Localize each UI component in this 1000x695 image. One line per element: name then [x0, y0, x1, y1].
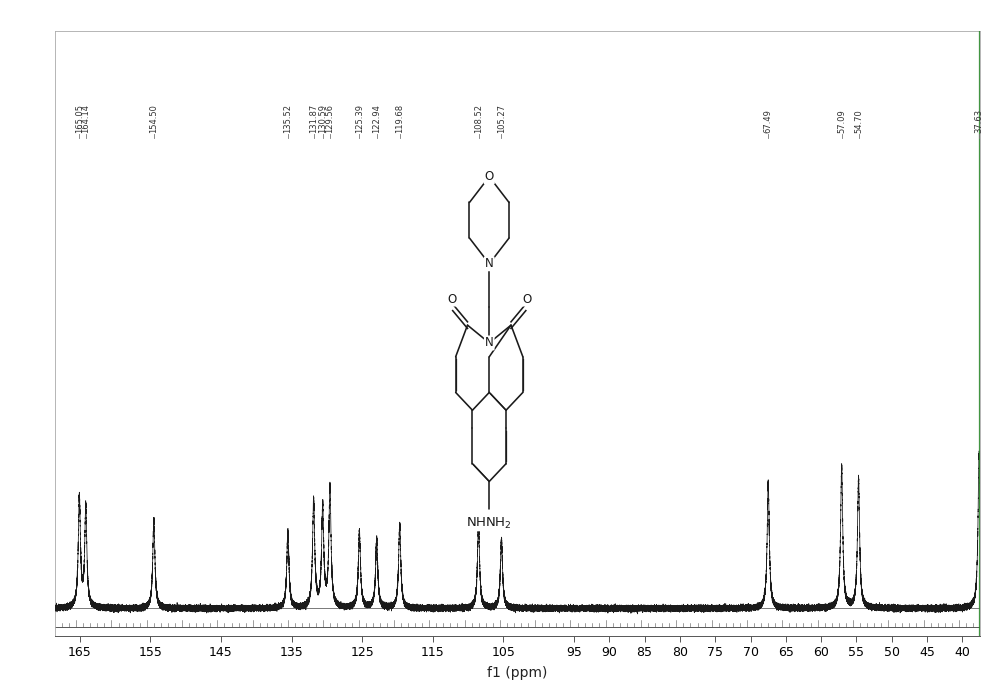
- Text: 165.05: 165.05: [75, 104, 84, 133]
- Text: NHNH$_2$: NHNH$_2$: [466, 516, 512, 531]
- Text: 164.14: 164.14: [81, 104, 90, 133]
- Text: 122.94: 122.94: [372, 104, 381, 133]
- Text: 37.63: 37.63: [975, 109, 984, 133]
- X-axis label: f1 (ppm): f1 (ppm): [487, 666, 548, 680]
- Text: 54.70: 54.70: [854, 109, 863, 133]
- Text: 67.49: 67.49: [764, 109, 773, 133]
- Text: 108.52: 108.52: [474, 104, 483, 133]
- Text: O: O: [522, 293, 531, 306]
- Text: 131.87: 131.87: [309, 104, 318, 133]
- Text: 119.68: 119.68: [395, 104, 404, 133]
- Text: 125.39: 125.39: [355, 104, 364, 133]
- Text: 105.27: 105.27: [497, 104, 506, 133]
- Text: 57.09: 57.09: [837, 109, 846, 133]
- Text: O: O: [485, 170, 494, 183]
- Text: O: O: [447, 293, 457, 306]
- Text: N: N: [485, 257, 494, 270]
- Text: 130.59: 130.59: [318, 104, 327, 133]
- Text: 135.52: 135.52: [283, 104, 292, 133]
- Text: N: N: [485, 336, 494, 350]
- Text: 154.50: 154.50: [149, 104, 158, 133]
- Text: 129.56: 129.56: [325, 104, 334, 133]
